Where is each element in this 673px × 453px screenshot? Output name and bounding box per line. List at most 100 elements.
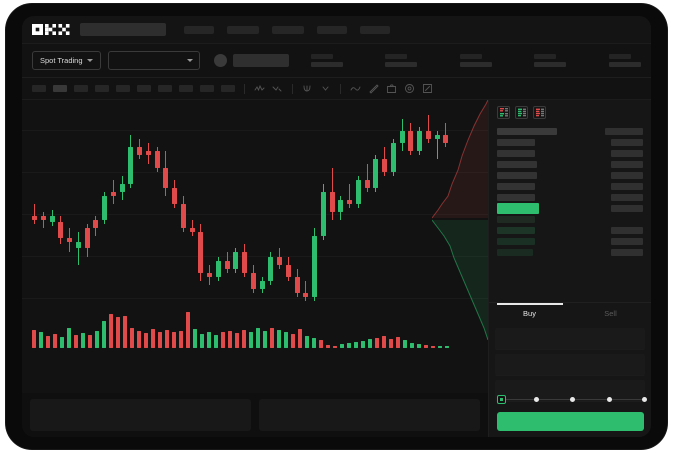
orderbook-ask-row[interactable]	[497, 192, 643, 203]
volume-bar	[256, 328, 260, 348]
price-field[interactable]	[495, 328, 645, 350]
chevron-down-icon	[86, 59, 93, 62]
volume-bar	[228, 330, 232, 348]
volume-bar	[165, 330, 169, 348]
volume-bar	[144, 333, 148, 348]
bottom-bar	[22, 393, 488, 437]
volume-bar	[235, 333, 239, 348]
timeframe-1[interactable]	[32, 85, 46, 92]
settings-icon[interactable]	[404, 83, 415, 94]
timeframe-4[interactable]	[95, 85, 109, 92]
timeframe-9[interactable]	[200, 85, 214, 92]
volume-bar	[179, 330, 183, 348]
volume-bar	[221, 332, 225, 348]
orderbook-ask-row[interactable]	[497, 170, 643, 181]
bottom-panel-1[interactable]	[30, 399, 251, 431]
nav-item-4[interactable]	[317, 25, 347, 34]
orderbook-rows[interactable]	[489, 124, 651, 302]
indicator-wave-icon[interactable]	[254, 83, 265, 94]
volume-bar	[354, 341, 358, 348]
volume-bar	[74, 334, 78, 348]
slider-stop-25[interactable]	[534, 397, 539, 402]
indicator-compare-icon[interactable]	[272, 83, 283, 94]
orderbook-last-price-row[interactable]	[497, 203, 643, 214]
tab-buy[interactable]: Buy	[489, 303, 570, 324]
chevron-down-icon	[186, 59, 193, 62]
last-price-value	[232, 54, 289, 67]
volume-bar	[214, 334, 218, 348]
slider-stop-75[interactable]	[607, 397, 612, 402]
timeframe-10[interactable]	[221, 85, 235, 92]
indicator-fx-icon[interactable]	[302, 83, 313, 94]
volume-bar	[389, 338, 393, 348]
market-stat	[385, 54, 418, 67]
coin-avatar	[213, 54, 227, 67]
market-header-row: Spot Trading	[22, 44, 651, 78]
amount-field[interactable]	[495, 354, 645, 376]
chevron-down-icon[interactable]	[320, 83, 331, 94]
nav-item-5[interactable]	[360, 25, 390, 34]
global-search-input[interactable]	[80, 23, 166, 36]
volume-bar	[368, 339, 372, 348]
nav-item-2[interactable]	[227, 25, 259, 34]
timeframe-6[interactable]	[137, 85, 151, 92]
slider-stop-50[interactable]	[570, 397, 575, 402]
fullscreen-icon[interactable]	[422, 83, 433, 94]
orderbook-ask-row[interactable]	[497, 159, 643, 170]
slider-stop-100[interactable]	[642, 397, 647, 402]
orderbook-bid-row[interactable]	[497, 236, 643, 247]
volume-bar	[298, 329, 302, 348]
volume-bar	[242, 330, 246, 348]
volume-bar	[130, 328, 134, 348]
volume-bar	[53, 333, 57, 348]
orderbook-mode-switcher	[489, 100, 651, 124]
volume-bar	[207, 331, 211, 348]
submit-buy-button[interactable]	[497, 412, 644, 431]
ruler-icon[interactable]	[368, 83, 379, 94]
spot-trading-dropdown[interactable]: Spot Trading	[32, 51, 101, 70]
spot-trading-label: Spot Trading	[40, 56, 83, 65]
volume-bar	[123, 315, 127, 348]
bottom-panel-2[interactable]	[259, 399, 480, 431]
trading-pair-selector[interactable]	[107, 51, 200, 70]
timeframe-5[interactable]	[116, 85, 130, 92]
timeframe-2[interactable]	[53, 85, 67, 92]
price-chart-panel[interactable]	[22, 100, 488, 393]
chart-toolbar	[22, 78, 651, 100]
volume-bar	[396, 337, 400, 348]
timeframe-8[interactable]	[179, 85, 193, 92]
orderbook-bid-row[interactable]	[497, 247, 643, 258]
volume-bar	[249, 331, 253, 348]
orderbook-both-icon[interactable]	[497, 106, 510, 119]
volume-bar	[305, 336, 309, 348]
orderbook-ask-row[interactable]	[497, 137, 643, 148]
orderbook-bids-icon[interactable]	[515, 106, 528, 119]
orderbook-ask-row[interactable]	[497, 148, 643, 159]
nav-item-1[interactable]	[184, 25, 214, 34]
timeframe-7[interactable]	[158, 85, 172, 92]
orderbook-ask-row[interactable]	[497, 181, 643, 192]
market-stat	[534, 54, 567, 67]
timeframe-3[interactable]	[74, 85, 88, 92]
tab-sell[interactable]: Sell	[604, 309, 617, 318]
camera-icon[interactable]	[386, 83, 397, 94]
volume-bar	[277, 330, 281, 348]
orderbook-bid-row[interactable]	[497, 225, 643, 236]
volume-bar	[67, 327, 71, 348]
volume-bar	[81, 333, 85, 348]
toolbar-divider	[244, 83, 245, 94]
market-depth-overlay	[432, 100, 488, 340]
volume-bar	[403, 340, 407, 348]
line-chart-icon[interactable]	[350, 83, 361, 94]
amount-percent-slider[interactable]	[497, 395, 647, 405]
orderbook-header-row[interactable]	[497, 126, 643, 137]
okx-logo[interactable]	[32, 24, 70, 35]
volume-bar	[186, 312, 190, 348]
slider-handle[interactable]	[497, 395, 506, 404]
nav-item-3[interactable]	[272, 25, 304, 34]
orderbook-asks-icon[interactable]	[533, 106, 546, 119]
volume-bar	[102, 320, 106, 348]
volume-bar	[263, 330, 267, 348]
volume-bar	[361, 340, 365, 348]
orderbook-bid-row[interactable]	[497, 214, 643, 225]
